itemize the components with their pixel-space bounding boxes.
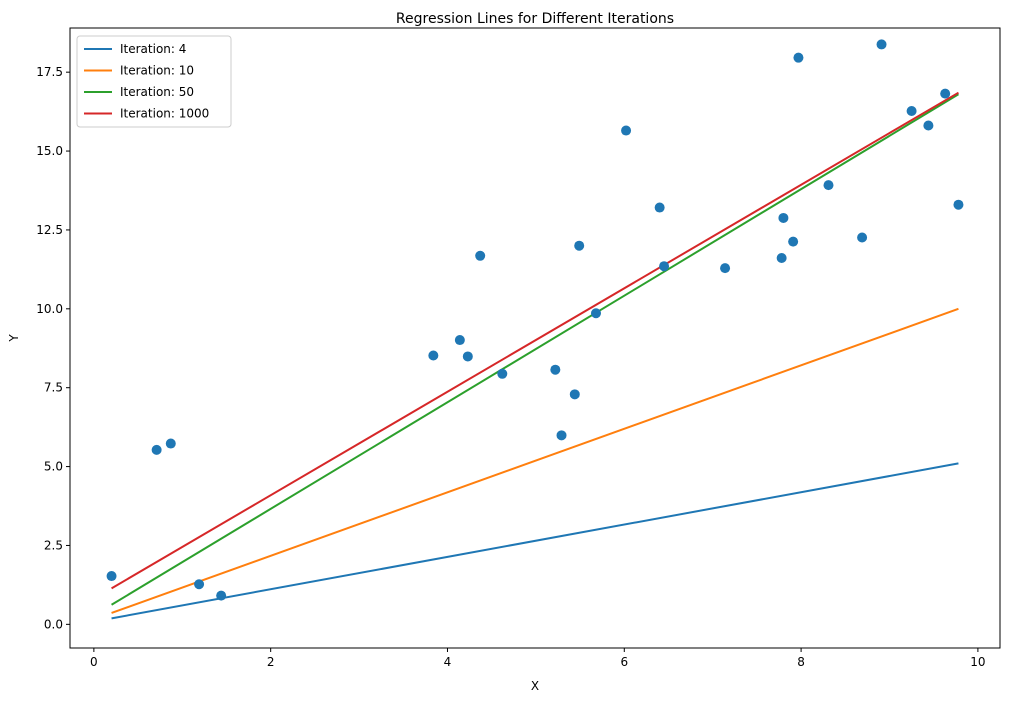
y-tick-label: 12.5 [36,223,63,237]
scatter-point [194,579,205,590]
scatter-point [720,263,731,274]
scatter-point [106,571,117,582]
scatter-point [550,364,561,375]
regression-line-2 [111,93,959,606]
scatter-point [857,232,868,243]
x-tick-label: 8 [797,655,805,669]
x-axis-label: X [531,679,539,693]
legend-label: Iteration: 50 [120,85,194,99]
x-tick-label: 6 [620,655,628,669]
regression-line-1 [111,307,959,614]
scatter-point [823,180,834,191]
scatter-point [906,105,917,116]
x-tick-label: 0 [90,655,98,669]
scatter-point [428,350,439,361]
scatter-point [574,240,585,251]
y-tick-label: 7.5 [44,381,63,395]
y-axis-label: Y [7,334,21,343]
x-tick-label: 10 [970,655,985,669]
y-tick-label: 17.5 [36,65,63,79]
scatter-point [454,335,465,346]
scatter-point [462,351,473,362]
scatter-point [953,199,964,210]
y-tick-label: 15.0 [36,144,63,158]
x-tick-label: 2 [267,655,275,669]
legend-label: Iteration: 10 [120,64,194,78]
scatter-point [776,253,787,264]
scatter-point [165,438,176,449]
scatter-point [923,120,934,131]
y-tick-label: 5.0 [44,460,63,474]
y-tick-label: 2.5 [44,538,63,552]
legend-box [76,35,232,128]
scatter-point [216,590,227,601]
scatter-point [621,125,632,136]
regression-line-3 [111,91,959,590]
scatter-point [778,212,789,223]
scatter-point [788,236,799,247]
scatter-point [497,368,508,379]
scatter-point [654,202,665,213]
legend-label: Iteration: 1000 [120,107,209,121]
scatter-point [151,444,162,455]
y-tick-label: 0.0 [44,617,63,631]
regression-line-0 [111,462,959,620]
scatter-point [876,39,887,50]
scatter-point [659,261,670,272]
scatter-point [590,308,601,319]
scatter-point [940,88,951,99]
scatter-point [475,250,486,261]
legend: Iteration: 4 Iteration: 10 Iteration: 50 It… [76,35,232,128]
y-tick-label: 10.0 [36,302,63,316]
chart-title: Regression Lines for Different Iteration… [396,11,674,27]
scatter-point [556,430,567,441]
plot-frame [69,27,1001,649]
legend-label: Iteration: 4 [120,42,186,56]
scatter-point [569,389,580,400]
x-tick-label: 4 [444,655,452,669]
scatter-point [793,52,804,63]
